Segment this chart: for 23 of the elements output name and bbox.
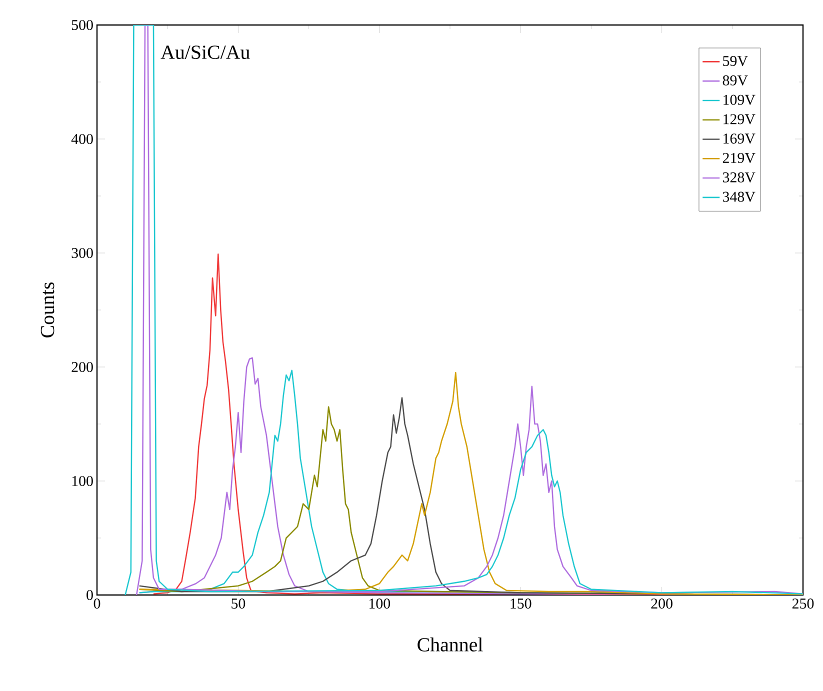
y-tick-label: 200	[72, 362, 93, 372]
x-axis-title: Channel	[418, 637, 483, 652]
legend-label: 59V	[723, 56, 748, 66]
legend-label: 348V	[722, 192, 756, 202]
x-tick-label: 50	[232, 598, 246, 609]
legend-label: 169V	[724, 134, 756, 144]
y-tick-label: 100	[72, 476, 93, 486]
x-tick-label: 100	[370, 598, 390, 609]
legend-label: 328V	[722, 172, 756, 182]
x-tick-label: 200	[651, 598, 672, 609]
y-tick-label: 400	[71, 134, 93, 144]
y-tick-label: 500	[72, 20, 93, 30]
x-tick-label: 0	[94, 598, 100, 609]
legend-label: 109V	[724, 94, 756, 105]
x-tick-label: 250	[792, 598, 814, 609]
legend-label: 219V	[722, 152, 756, 164]
legend-label: 129V	[724, 114, 756, 124]
y-axis-title: Counts	[40, 282, 54, 338]
y-tick-label: 0	[86, 590, 93, 600]
y-tick-label: 300	[72, 248, 93, 258]
legend-label: 89V	[722, 75, 748, 86]
x-tick-label: 150	[510, 598, 532, 609]
annotation: Au/SiC/Au	[160, 46, 250, 59]
